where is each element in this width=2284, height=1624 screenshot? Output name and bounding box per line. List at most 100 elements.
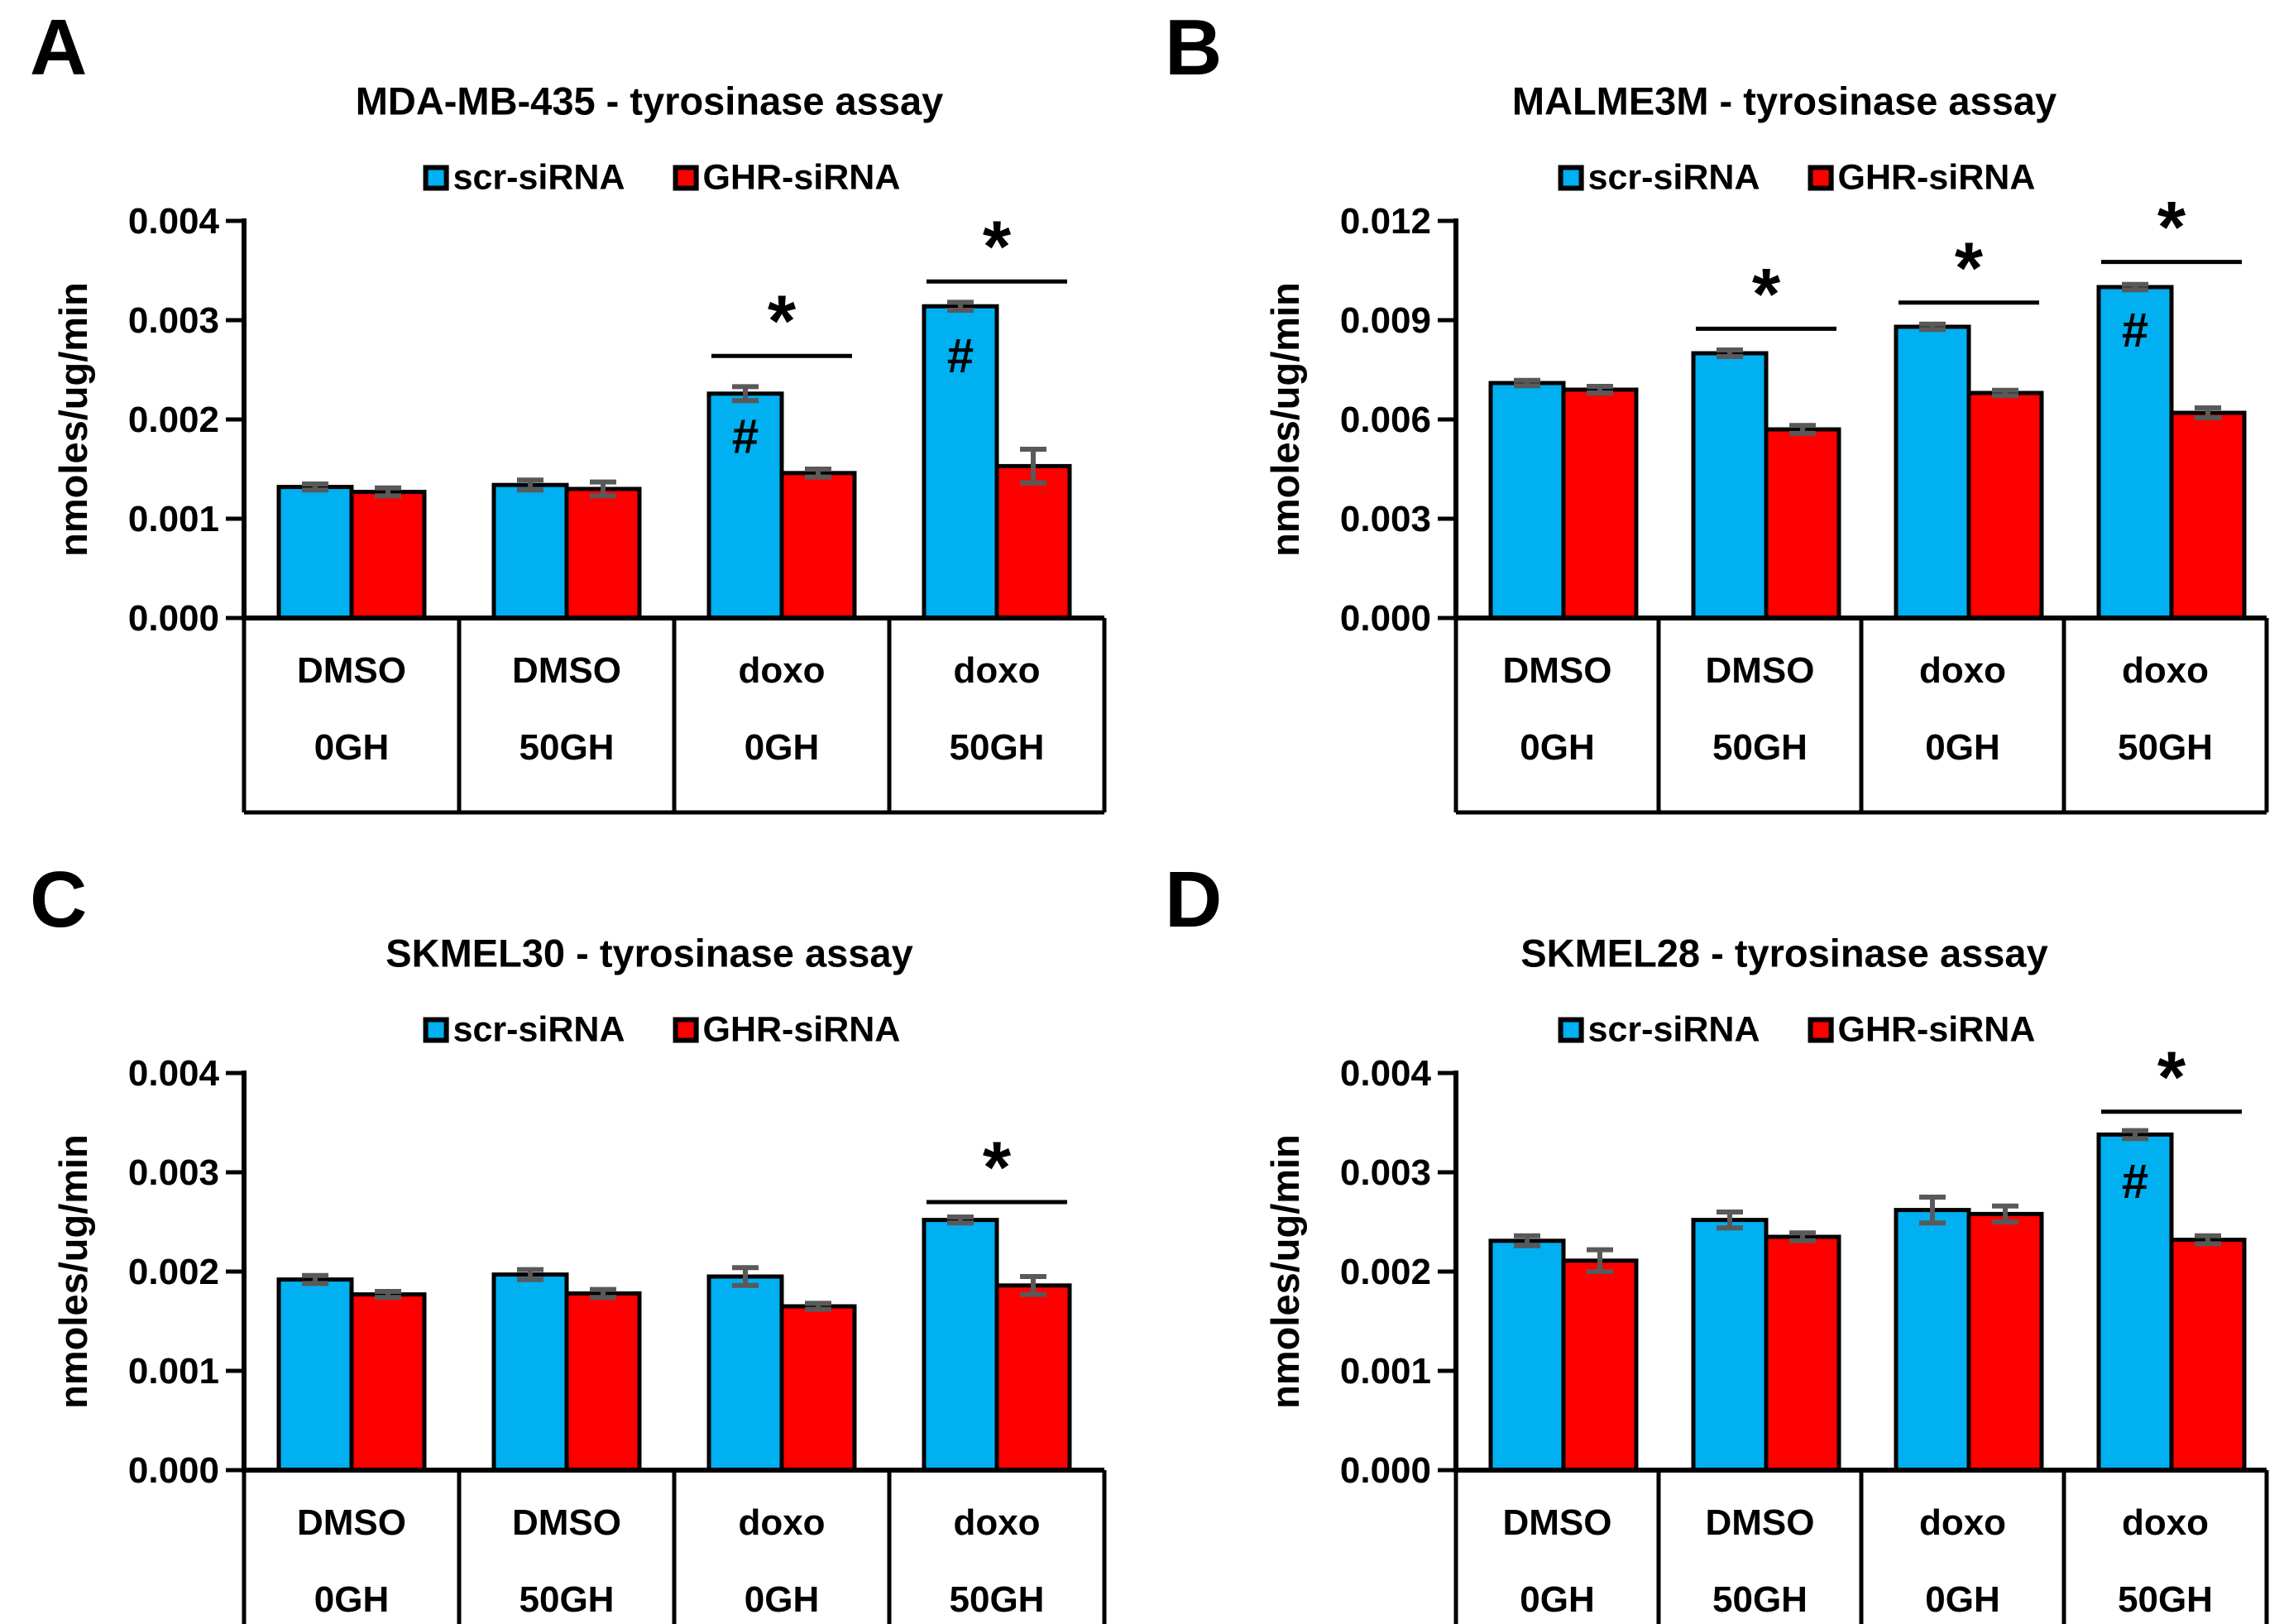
legend-label-scr: scr-siRNA bbox=[452, 1009, 625, 1050]
legend-label-ghr: GHR-siRNA bbox=[1837, 1009, 2036, 1050]
category-label-gh: 0GH bbox=[1925, 1579, 1999, 1620]
category-label-gh: 50GH bbox=[950, 1579, 1045, 1620]
bar-scr-siRNA-group0 bbox=[1488, 381, 1566, 620]
category-label-treatment: doxo bbox=[1919, 1502, 2006, 1543]
legend-label-ghr: GHR-siRNA bbox=[1837, 157, 2036, 198]
y-tick-label: 0.004 bbox=[1340, 1053, 1432, 1094]
y-axis-title: nmoles/ug/min bbox=[51, 282, 95, 557]
bar-scr-siRNA-group1 bbox=[491, 482, 569, 620]
panel-letter-C: C bbox=[30, 855, 88, 944]
bar-GHR-siRNA-group0 bbox=[349, 1292, 427, 1473]
category-label-treatment: DMSO bbox=[1706, 650, 1815, 691]
bar-scr-siRNA-group1 bbox=[491, 1272, 569, 1473]
y-tick-label: 0.003 bbox=[128, 300, 219, 341]
category-label-gh: 50GH bbox=[1712, 1579, 1808, 1620]
category-label-treatment: doxo bbox=[738, 650, 825, 691]
bar-GHR-siRNA-group2 bbox=[1966, 390, 2044, 620]
category-label-gh: 0GH bbox=[314, 727, 389, 768]
y-tick-label: 0.006 bbox=[1340, 400, 1431, 440]
y-tick-label: 0.002 bbox=[1340, 1252, 1431, 1292]
panel-B: B MALME3M - tyrosinase assay scr-siRNA G… bbox=[1135, 0, 2277, 827]
bar-GHR-siRNA-group2 bbox=[1966, 1211, 2044, 1473]
legend-label-ghr: GHR-siRNA bbox=[702, 157, 901, 198]
significance-asterisk: * bbox=[983, 205, 1012, 287]
bar-scr-siRNA-group2 bbox=[1894, 324, 1971, 620]
bar-scr-siRNA-group1 bbox=[1691, 351, 1769, 620]
significance-asterisk: * bbox=[768, 280, 797, 362]
bar-scr-siRNA-group2 bbox=[706, 1274, 784, 1473]
panel-letter-B: B bbox=[1165, 3, 1223, 92]
y-tick-label: 0.002 bbox=[128, 1252, 219, 1292]
panel-letter-A: A bbox=[30, 3, 88, 92]
category-label-gh: 0GH bbox=[1520, 1579, 1594, 1620]
bar-GHR-siRNA-group2 bbox=[779, 1304, 857, 1473]
category-label-gh: 0GH bbox=[314, 1579, 389, 1620]
bar-scr-siRNA-group1 bbox=[1691, 1218, 1769, 1473]
hash-annotation: # bbox=[947, 329, 974, 383]
y-tick-label: 0.000 bbox=[1340, 598, 1431, 639]
category-label-gh: 50GH bbox=[2118, 1579, 2213, 1620]
chart-title-A: MDA-MB-435 - tyrosinase assay bbox=[355, 79, 944, 123]
category-label-gh: 0GH bbox=[745, 727, 819, 768]
category-label-treatment: DMSO bbox=[1503, 1502, 1612, 1543]
legend-swatch-scr-icon bbox=[423, 1017, 449, 1043]
significance-asterisk: * bbox=[1955, 227, 1984, 309]
legend-label-scr: scr-siRNA bbox=[1587, 157, 1760, 198]
bar-GHR-siRNA-group1 bbox=[1764, 427, 1841, 620]
category-label-gh: 50GH bbox=[520, 1579, 615, 1620]
category-label-treatment: doxo bbox=[953, 1502, 1040, 1543]
panel-C: C SKMEL30 - tyrosinase assay scr-siRNA G… bbox=[0, 852, 1142, 1624]
category-label-gh: 0GH bbox=[745, 1579, 819, 1620]
legend-item-ghr: GHR-siRNA bbox=[1808, 157, 2036, 199]
y-tick-label: 0.002 bbox=[128, 400, 219, 440]
hash-annotation: # bbox=[2122, 1155, 2148, 1209]
chart-legend-C: scr-siRNA GHR-siRNA bbox=[423, 1009, 900, 1051]
legend-item-scr: scr-siRNA bbox=[423, 1009, 625, 1051]
category-label-gh: 50GH bbox=[2118, 727, 2213, 768]
category-label-treatment: doxo bbox=[953, 650, 1040, 691]
panel-letter-D: D bbox=[1165, 855, 1223, 944]
category-label-treatment: doxo bbox=[738, 1502, 825, 1543]
category-label-treatment: DMSO bbox=[297, 650, 406, 691]
y-tick-label: 0.003 bbox=[128, 1152, 219, 1193]
y-tick-label: 0.012 bbox=[1340, 201, 1431, 242]
legend-label-scr: scr-siRNA bbox=[452, 157, 625, 198]
y-tick-label: 0.004 bbox=[128, 201, 220, 242]
category-label-treatment: DMSO bbox=[1706, 1502, 1815, 1543]
category-label-treatment: DMSO bbox=[512, 650, 621, 691]
y-tick-label: 0.001 bbox=[1340, 1351, 1431, 1392]
y-tick-label: 0.004 bbox=[128, 1053, 220, 1094]
y-tick-label: 0.000 bbox=[1340, 1450, 1431, 1491]
significance-asterisk: * bbox=[2157, 1036, 2186, 1118]
panel-A: A MDA-MB-435 - tyrosinase assay scr-siRN… bbox=[0, 0, 1142, 827]
category-label-gh: 0GH bbox=[1925, 727, 1999, 768]
y-tick-label: 0.009 bbox=[1340, 300, 1431, 341]
category-label-gh: 0GH bbox=[1520, 727, 1594, 768]
significance-asterisk: * bbox=[983, 1126, 1012, 1208]
legend-item-scr: scr-siRNA bbox=[1558, 157, 1760, 199]
bar-scr-siRNA-group3 bbox=[922, 1218, 999, 1473]
bar-GHR-siRNA-group3 bbox=[2169, 1238, 2247, 1473]
bar-scr-siRNA-group0 bbox=[276, 1277, 354, 1473]
legend-item-ghr: GHR-siRNA bbox=[673, 157, 901, 199]
bar-GHR-siRNA-group0 bbox=[1561, 1258, 1639, 1473]
legend-item-scr: scr-siRNA bbox=[423, 157, 625, 199]
category-label-treatment: doxo bbox=[2122, 650, 2209, 691]
y-axis-title: nmoles/ug/min bbox=[1263, 1134, 1307, 1409]
legend-item-scr: scr-siRNA bbox=[1558, 1010, 1760, 1051]
bar-GHR-siRNA-group1 bbox=[564, 1291, 642, 1473]
bar-scr-siRNA-group0 bbox=[1488, 1238, 1566, 1473]
hash-annotation: # bbox=[2122, 304, 2148, 357]
category-label-treatment: doxo bbox=[2122, 1502, 2209, 1543]
chart-legend-B: scr-siRNA GHR-siRNA bbox=[1558, 157, 2036, 199]
legend-swatch-ghr-icon bbox=[1808, 1017, 1834, 1043]
y-axis-title: nmoles/ug/min bbox=[51, 1134, 95, 1409]
legend-swatch-scr-icon bbox=[1558, 1017, 1584, 1043]
chart-legend-D: scr-siRNA GHR-siRNA bbox=[1558, 1009, 2036, 1051]
legend-swatch-ghr-icon bbox=[673, 165, 699, 191]
bar-GHR-siRNA-group2 bbox=[779, 471, 857, 620]
legend-item-ghr: GHR-siRNA bbox=[673, 1010, 900, 1051]
y-tick-label: 0.003 bbox=[1340, 499, 1431, 539]
